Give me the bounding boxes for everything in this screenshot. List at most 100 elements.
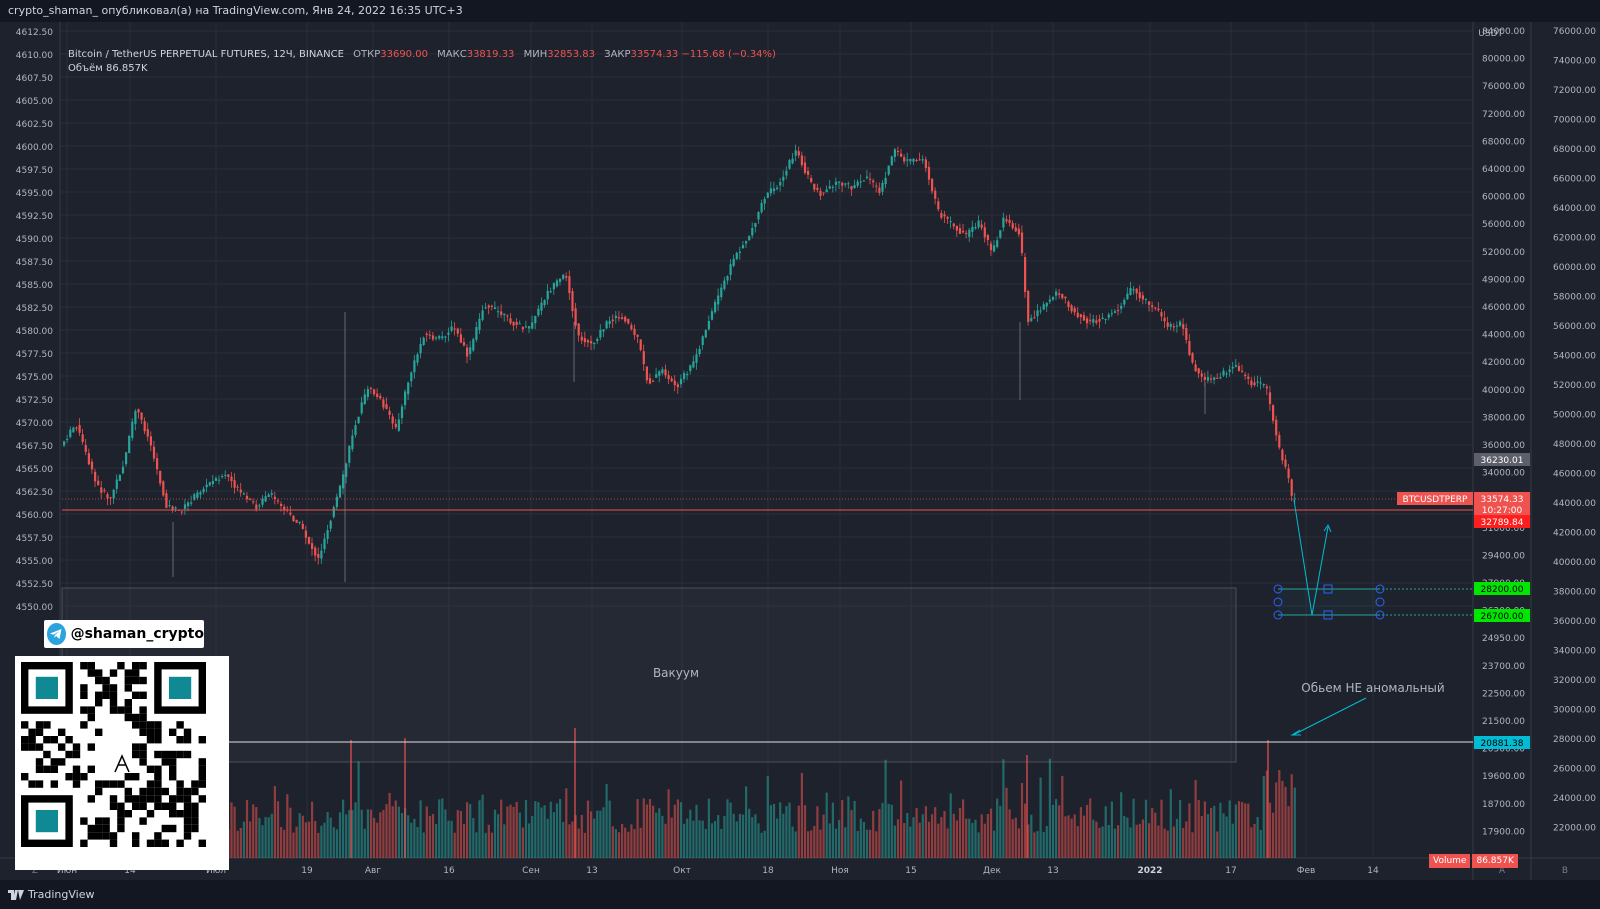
vacuum-zone[interactable] (61, 587, 1237, 763)
candle-body (106, 494, 109, 499)
outer-axis-tick: 76000.00 (1553, 27, 1596, 37)
volume-bar (1182, 827, 1185, 858)
candle-body (509, 318, 512, 324)
volume-bar (1051, 804, 1055, 858)
volume-annotation[interactable]: Обьем НЕ аномальный (1301, 681, 1444, 695)
chart-frame[interactable]: 4612.50 4610.00 4607.50 4605.00 4602.50 4600.… (0, 22, 1600, 880)
annotation-arrow[interactable] (1292, 697, 1367, 736)
candle-body (146, 429, 149, 437)
candle-body (974, 227, 977, 229)
right-axis-tick: 38000.00 (1482, 413, 1525, 423)
vacuum-label[interactable]: Вакуум (653, 666, 699, 680)
candle-body (490, 305, 493, 307)
volume-bar (673, 804, 676, 858)
left-axis-tick: 4587.50 (16, 258, 53, 268)
volume-bar (924, 806, 927, 858)
last-price-bg (1474, 492, 1530, 517)
candle-body (965, 232, 968, 235)
candle-body (143, 421, 146, 432)
right-axis-corner[interactable]: B (1562, 866, 1568, 876)
crosshair-price-tag: 36230.01 (1481, 456, 1524, 466)
volume-bar (596, 810, 599, 858)
candle-body (311, 543, 314, 550)
candle-body (211, 480, 214, 485)
footer-bar: TradingView (0, 880, 1600, 909)
volume-bar (751, 817, 754, 858)
candle-body (1265, 386, 1268, 389)
candle-body (683, 373, 686, 380)
volume-bar (1120, 792, 1123, 858)
volume-bar (1126, 817, 1129, 858)
volume-bar (714, 820, 717, 858)
candle-body (422, 337, 425, 345)
candle-body (1154, 307, 1157, 309)
candle-body (1138, 292, 1141, 299)
volume-bar (1203, 801, 1206, 858)
volume-bar (410, 822, 413, 858)
volume-bar (1045, 826, 1048, 858)
left-axis-corner[interactable]: Z (32, 866, 38, 876)
volume-bar (239, 827, 242, 858)
candle-body (813, 183, 816, 190)
candle-body (720, 287, 723, 298)
candle-body (140, 412, 143, 420)
chart-canvas[interactable]: 4612.50 4610.00 4607.50 4605.00 4602.50 4600.… (0, 22, 1600, 880)
candle-body (940, 212, 943, 218)
right-axis-tick: 22500.00 (1482, 689, 1525, 699)
candle-body (627, 318, 630, 324)
candle-body (1036, 310, 1039, 317)
candle-body (912, 158, 915, 162)
volume-bar (890, 804, 893, 858)
mid-axis-corner[interactable]: A (1499, 866, 1506, 876)
right-axis-tick: 31000.00 (1482, 524, 1525, 534)
candle-body (776, 187, 779, 190)
volume-bar (695, 804, 698, 858)
target-handles[interactable] (1273, 584, 1385, 620)
volume-bar (661, 815, 664, 858)
candle-body (280, 503, 283, 506)
candle-body (1039, 310, 1042, 312)
candle-body (946, 216, 949, 219)
tradingview-logo[interactable]: TradingView (8, 888, 94, 901)
volume-bar (577, 828, 580, 858)
candle-body (993, 245, 996, 252)
volume-bar (776, 818, 779, 858)
volume-bar (813, 825, 816, 858)
right-axis-tick: 40000.00 (1482, 386, 1525, 396)
volume-legend: Объём 86.857K (68, 63, 148, 74)
volume-bar (937, 823, 940, 858)
candle-body (766, 192, 769, 198)
left-axis-tick: 4570.00 (16, 419, 53, 429)
telegram-badge[interactable]: @shaman_crypto (44, 620, 204, 648)
left-axis-tick: 4590.00 (16, 235, 53, 245)
symbol-title[interactable]: Bitcoin / TetherUS PERPETUAL FUTURES, 12… (68, 49, 344, 60)
candle-body (1206, 377, 1210, 381)
volume-bar (1160, 799, 1163, 858)
volume-bar (800, 772, 803, 858)
candle-body (112, 489, 115, 499)
candle-body (1225, 373, 1228, 375)
projection-path[interactable] (1293, 499, 1329, 616)
volume-bar (286, 794, 289, 858)
candle-body (655, 374, 658, 378)
volume-bar (450, 820, 453, 858)
candle-body (800, 155, 803, 166)
candle-body (772, 188, 776, 192)
volume-bar (543, 805, 546, 858)
volume-bar (1033, 832, 1036, 858)
volume-bar (512, 807, 515, 858)
candle-body (1228, 369, 1231, 372)
candle-body (1070, 305, 1073, 312)
candle-body (608, 320, 611, 325)
publication-header: crypto_shaman_ опубликовал(а) на Trading… (0, 0, 1600, 22)
volume-bar (304, 822, 307, 858)
candle-body (75, 427, 78, 429)
volume-bar (1293, 787, 1296, 858)
candle-body (190, 502, 193, 504)
right-axis-tick: 60000.00 (1482, 193, 1525, 203)
last-price-tag: 33574.33 (1481, 495, 1524, 505)
left-axis-tick: 4550.00 (16, 603, 53, 613)
outer-axis-tick: 58000.00 (1553, 293, 1596, 303)
time-axis-label: Июн (57, 866, 77, 876)
right-axis-tick: 34000.00 (1482, 469, 1525, 479)
